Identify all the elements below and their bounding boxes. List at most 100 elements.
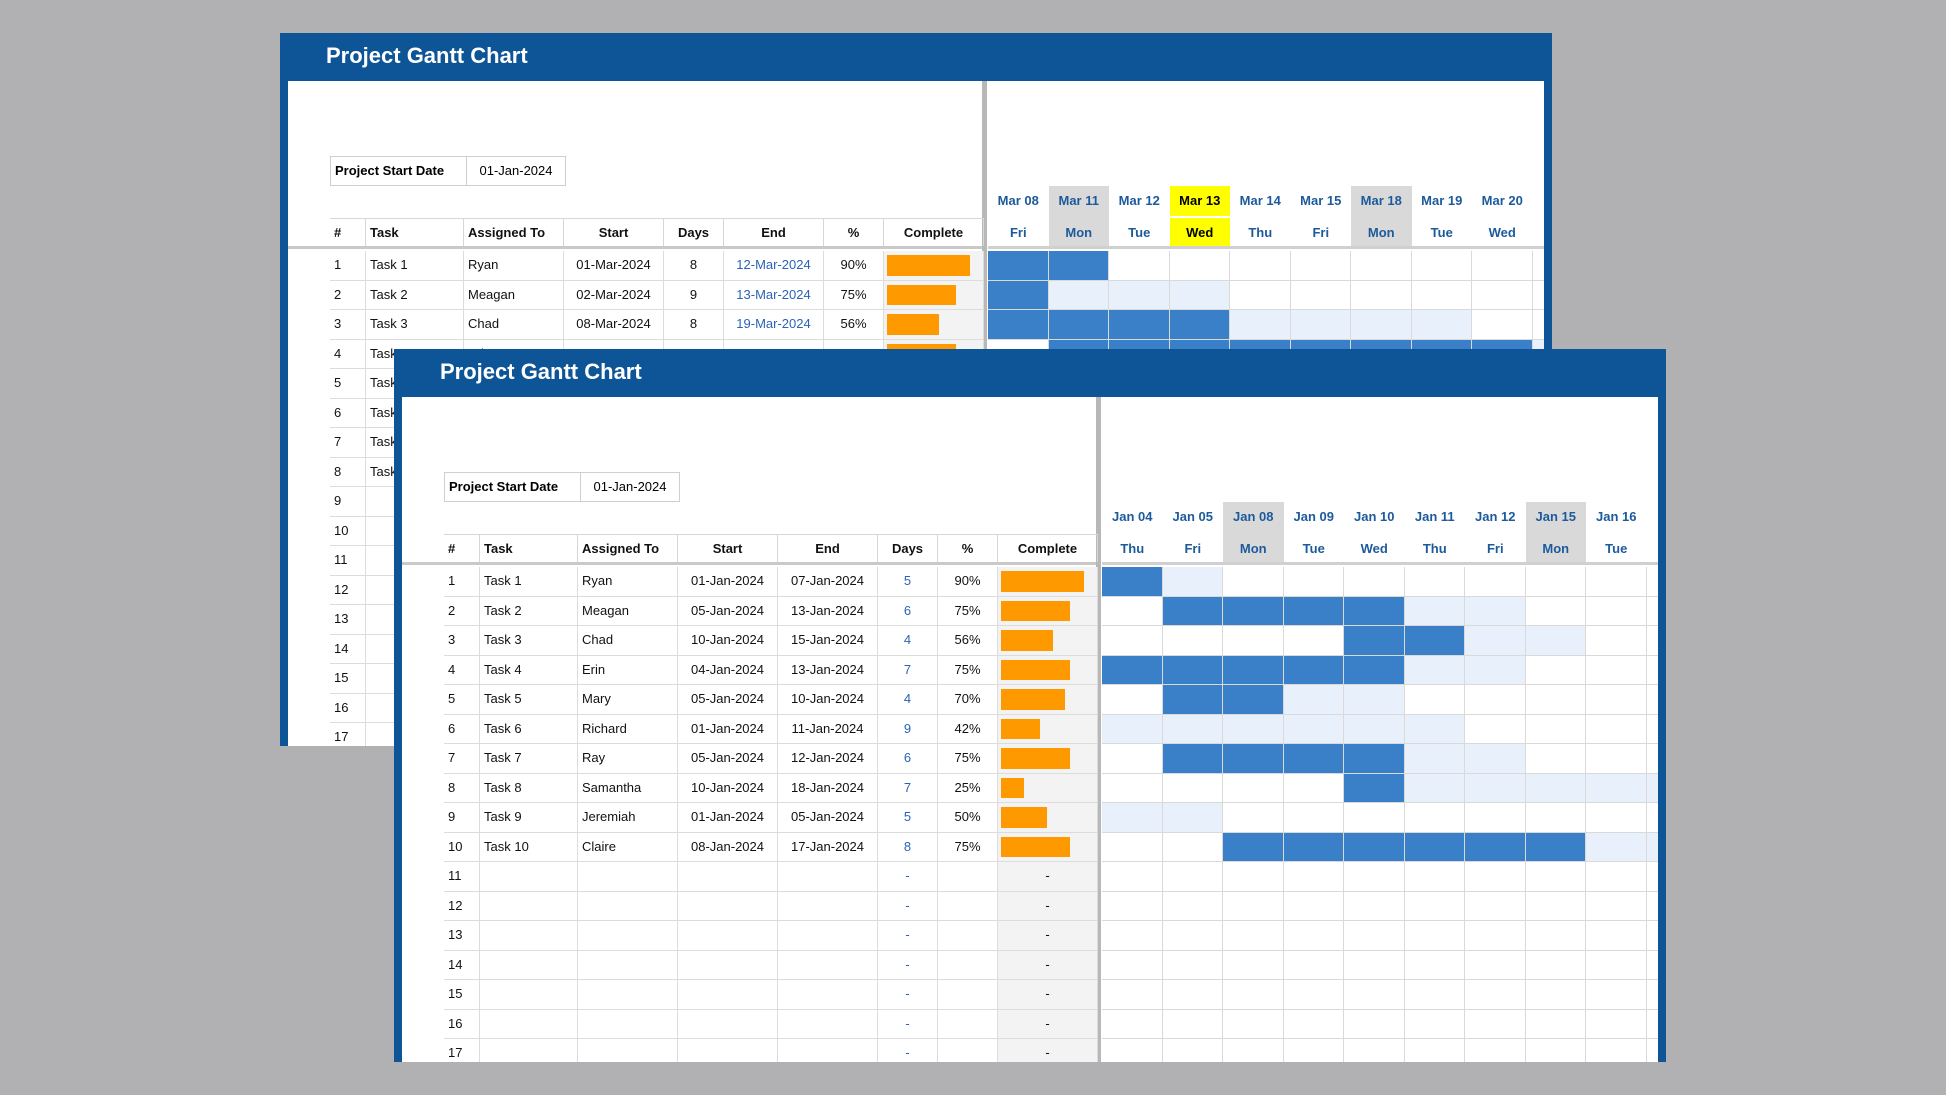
cell-task[interactable] bbox=[480, 980, 578, 1010]
column-header-start[interactable]: Start bbox=[564, 218, 664, 246]
cell-complete[interactable]: - bbox=[998, 1009, 1098, 1039]
cell-task[interactable]: Task 4 bbox=[480, 655, 578, 685]
cell-num[interactable]: 15 bbox=[330, 664, 366, 694]
cell-assigned[interactable]: Claire bbox=[578, 832, 678, 862]
cell-assigned[interactable]: Chad bbox=[464, 310, 564, 340]
cell-pct[interactable]: 75% bbox=[938, 832, 998, 862]
gantt-cell[interactable] bbox=[1525, 891, 1586, 921]
gantt-bar-cell[interactable] bbox=[1223, 655, 1284, 685]
gantt-cell[interactable] bbox=[1586, 626, 1647, 656]
gantt-bar-cell[interactable] bbox=[1162, 744, 1223, 774]
gantt-bar-cell[interactable] bbox=[1344, 626, 1405, 656]
cell-pct[interactable] bbox=[938, 921, 998, 951]
gantt-cell[interactable] bbox=[1223, 773, 1284, 803]
cell-start[interactable]: 01-Jan-2024 bbox=[678, 567, 778, 597]
cell-num[interactable]: 6 bbox=[444, 714, 480, 744]
cell-start[interactable]: 10-Jan-2024 bbox=[678, 626, 778, 656]
gantt-cell[interactable] bbox=[1465, 1039, 1526, 1062]
gantt-bar-cell[interactable] bbox=[1223, 744, 1284, 774]
gantt-cell[interactable] bbox=[1230, 310, 1291, 340]
gantt-cell[interactable] bbox=[1465, 862, 1526, 892]
gantt-cell[interactable] bbox=[1162, 1039, 1223, 1062]
cell-complete[interactable] bbox=[998, 567, 1098, 597]
cell-complete[interactable] bbox=[998, 773, 1098, 803]
cell-days[interactable]: 4 bbox=[878, 685, 938, 715]
gantt-cell[interactable] bbox=[1344, 950, 1405, 980]
gantt-cell[interactable] bbox=[1404, 567, 1465, 597]
cell-pct[interactable] bbox=[938, 891, 998, 921]
cell-num[interactable]: 13 bbox=[444, 921, 480, 951]
gantt-cell[interactable] bbox=[1465, 626, 1526, 656]
gantt-cell[interactable] bbox=[1404, 950, 1465, 980]
cell-pct[interactable]: 42% bbox=[938, 714, 998, 744]
cell-task[interactable]: Task 6 bbox=[480, 714, 578, 744]
gantt-cell[interactable] bbox=[1472, 251, 1533, 281]
gantt-bar-cell[interactable] bbox=[1283, 655, 1344, 685]
gantt-cell[interactable] bbox=[1586, 1039, 1647, 1062]
cell-days[interactable]: 4 bbox=[878, 626, 938, 656]
cell-num[interactable]: 13 bbox=[330, 605, 366, 635]
gantt-cell[interactable] bbox=[1525, 1039, 1586, 1062]
gantt-cell[interactable] bbox=[1404, 1009, 1465, 1039]
cell-end[interactable]: 17-Jan-2024 bbox=[778, 832, 878, 862]
gantt-cell[interactable] bbox=[1525, 714, 1586, 744]
cell-assigned[interactable] bbox=[578, 950, 678, 980]
gantt-cell[interactable] bbox=[1290, 251, 1351, 281]
gantt-bar-cell[interactable] bbox=[988, 280, 1049, 310]
gantt-cell[interactable] bbox=[1586, 596, 1647, 626]
cell-pct[interactable]: 90% bbox=[824, 251, 884, 281]
gantt-cell[interactable] bbox=[1223, 891, 1284, 921]
cell-end[interactable]: 13-Jan-2024 bbox=[778, 655, 878, 685]
cell-end[interactable]: 18-Jan-2024 bbox=[778, 773, 878, 803]
cell-complete[interactable]: - bbox=[998, 950, 1098, 980]
gantt-cell[interactable] bbox=[1102, 626, 1163, 656]
gantt-cell[interactable] bbox=[1230, 251, 1291, 281]
gantt-cell[interactable] bbox=[1102, 832, 1163, 862]
gantt-cell[interactable] bbox=[1646, 1009, 1658, 1039]
cell-complete[interactable]: - bbox=[998, 980, 1098, 1010]
gantt-cell[interactable] bbox=[1411, 280, 1472, 310]
cell-days[interactable]: 5 bbox=[878, 803, 938, 833]
gantt-cell[interactable] bbox=[1344, 980, 1405, 1010]
gantt-cell[interactable] bbox=[1404, 803, 1465, 833]
cell-assigned[interactable]: Erin bbox=[578, 655, 678, 685]
cell-start[interactable]: 04-Jan-2024 bbox=[678, 655, 778, 685]
cell-task[interactable] bbox=[480, 950, 578, 980]
cell-days[interactable]: - bbox=[878, 891, 938, 921]
gantt-cell[interactable] bbox=[1162, 921, 1223, 951]
cell-complete[interactable]: - bbox=[998, 1039, 1098, 1062]
gantt-cell[interactable] bbox=[1102, 950, 1163, 980]
gantt-cell[interactable] bbox=[1586, 714, 1647, 744]
cell-end[interactable] bbox=[778, 1009, 878, 1039]
cell-days[interactable]: 8 bbox=[664, 251, 724, 281]
gantt-cell[interactable] bbox=[1411, 310, 1472, 340]
gantt-cell[interactable] bbox=[1586, 832, 1647, 862]
gantt-cell[interactable] bbox=[1283, 773, 1344, 803]
gantt-cell[interactable] bbox=[1532, 251, 1544, 281]
cell-complete[interactable]: - bbox=[998, 891, 1098, 921]
gantt-bar-cell[interactable] bbox=[1344, 655, 1405, 685]
gantt-cell[interactable] bbox=[1525, 803, 1586, 833]
gantt-cell[interactable] bbox=[1404, 980, 1465, 1010]
cell-task[interactable] bbox=[480, 921, 578, 951]
gantt-cell[interactable] bbox=[1162, 980, 1223, 1010]
cell-complete[interactable] bbox=[884, 251, 984, 281]
gantt-cell[interactable] bbox=[1646, 862, 1658, 892]
gantt-cell[interactable] bbox=[1465, 950, 1526, 980]
gantt-cell[interactable] bbox=[1223, 567, 1284, 597]
gantt-cell[interactable] bbox=[1646, 950, 1658, 980]
gantt-cell[interactable] bbox=[1404, 862, 1465, 892]
cell-start[interactable]: 05-Jan-2024 bbox=[678, 685, 778, 715]
cell-pct[interactable]: 75% bbox=[824, 280, 884, 310]
cell-task[interactable]: Task 1 bbox=[366, 251, 464, 281]
cell-complete[interactable]: - bbox=[998, 862, 1098, 892]
gantt-cell[interactable] bbox=[1532, 280, 1544, 310]
cell-end[interactable] bbox=[778, 862, 878, 892]
cell-pct[interactable]: 70% bbox=[938, 685, 998, 715]
cell-days[interactable]: 8 bbox=[664, 310, 724, 340]
gantt-cell[interactable] bbox=[1646, 567, 1658, 597]
cell-end[interactable]: 13-Jan-2024 bbox=[778, 596, 878, 626]
cell-start[interactable]: 08-Jan-2024 bbox=[678, 832, 778, 862]
cell-assigned[interactable]: Meagan bbox=[464, 280, 564, 310]
column-header-complete[interactable]: Complete bbox=[884, 218, 984, 246]
